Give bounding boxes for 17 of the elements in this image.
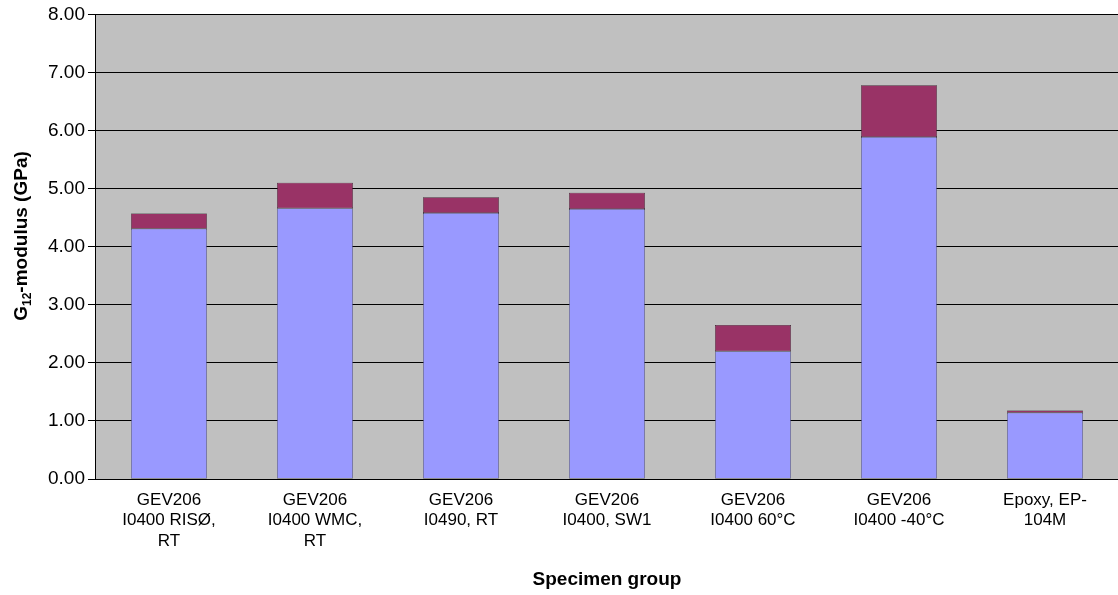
x-tick-label: GEV206 I0400 -40°C bbox=[853, 489, 945, 530]
x-tick-label: GEV206 I0400 60°C bbox=[710, 489, 796, 530]
x-tick-label: GEV206 I0400 RISØ, RT bbox=[122, 489, 216, 550]
y-tick-label: 2.00 bbox=[48, 351, 85, 373]
x-tick-label: GEV206 I0490, RT bbox=[423, 489, 499, 530]
x-tick-label: GEV206 I0400, SW1 bbox=[562, 489, 652, 530]
x-axis-title: Specimen group bbox=[532, 567, 682, 589]
y-tick-label: 0.00 bbox=[48, 467, 85, 489]
y-tick-label: 8.00 bbox=[48, 2, 85, 24]
x-tick-label: Epoxy, EP-104M bbox=[1003, 489, 1087, 530]
y-tick-label: 4.00 bbox=[48, 234, 85, 256]
y-tick-label: 3.00 bbox=[48, 293, 85, 315]
y-tick-label: 5.00 bbox=[48, 176, 85, 198]
x-tick-label: GEV206 I0400 WMC, RT bbox=[267, 489, 363, 550]
y-tick-label: 7.00 bbox=[48, 60, 85, 82]
y-tick-label: 1.00 bbox=[48, 409, 85, 431]
y-tick-label: 6.00 bbox=[48, 118, 85, 140]
